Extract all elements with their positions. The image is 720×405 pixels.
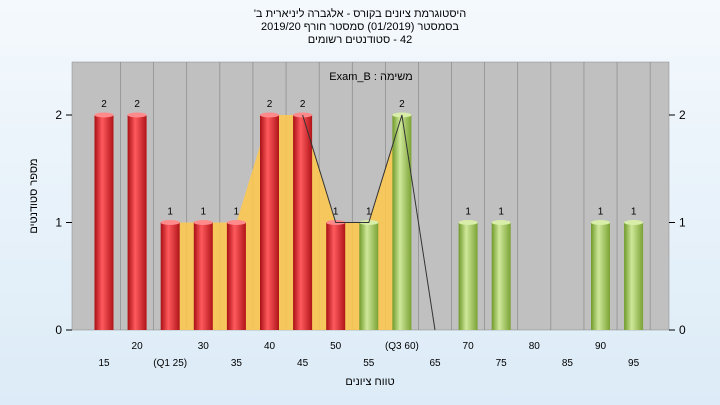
chart-title: היסטוגרמת ציונים בקורס - אלגברה ליניארית… bbox=[0, 8, 720, 47]
x-tick-label: (Q3 60) bbox=[385, 341, 419, 352]
y-tick-label-right: 0 bbox=[679, 323, 686, 337]
y-tick-label-left: 1 bbox=[55, 216, 62, 230]
histogram-bar bbox=[293, 115, 313, 330]
bar-value-label: 2 bbox=[101, 99, 107, 110]
x-tick-label: 40 bbox=[264, 341, 276, 352]
x-tick-label: (Q1 25) bbox=[153, 358, 187, 369]
x-tick-label: 55 bbox=[363, 358, 375, 369]
chart-title-line-2: בסמסטר (01/2019) סמסטר חורף 2019/20 bbox=[260, 21, 460, 33]
histogram-bar bbox=[193, 222, 213, 330]
y-axis-title: מספר סטודנטים bbox=[28, 158, 40, 233]
bar-value-label: 2 bbox=[399, 99, 405, 110]
histogram-bar bbox=[624, 222, 644, 330]
x-tick-label: 80 bbox=[529, 341, 541, 352]
histogram-bar bbox=[491, 222, 511, 330]
x-tick-label: 85 bbox=[562, 358, 574, 369]
x-tick-label: 20 bbox=[132, 341, 144, 352]
histogram-bar bbox=[326, 222, 346, 330]
bar-value-label: 2 bbox=[134, 99, 140, 110]
bar-cap bbox=[591, 220, 610, 225]
x-tick-label: 15 bbox=[98, 358, 110, 369]
histogram-bar bbox=[359, 222, 379, 330]
bar-value-label: 1 bbox=[498, 207, 504, 218]
bar-value-label: 1 bbox=[234, 207, 240, 218]
x-tick-label: 45 bbox=[297, 358, 309, 369]
bar-value-label: 1 bbox=[598, 207, 604, 218]
bar-cap bbox=[94, 112, 114, 118]
bar-value-label: 2 bbox=[267, 99, 273, 110]
bar-cap bbox=[260, 112, 279, 118]
x-tick-label: 90 bbox=[595, 341, 607, 352]
bar-value-label: 1 bbox=[631, 207, 637, 218]
bar-cap bbox=[458, 220, 478, 225]
x-tick-label: 50 bbox=[330, 341, 342, 352]
histogram-bar bbox=[160, 222, 180, 330]
bar-value-label: 1 bbox=[167, 207, 173, 218]
chart-title-line-1: היסטוגרמת ציונים בקורס - אלגברה ליניארית… bbox=[253, 8, 467, 20]
bar-cap bbox=[624, 220, 644, 225]
chart-title-line-3: 42 - סטודנטים רשומים bbox=[307, 34, 413, 46]
bar-cap bbox=[193, 220, 213, 225]
y-tick-label-left: 0 bbox=[55, 323, 62, 337]
x-axis-title: טווח ציונים bbox=[345, 376, 394, 388]
histogram-bar bbox=[94, 115, 114, 330]
bar-cap bbox=[226, 220, 246, 225]
bar-cap bbox=[160, 220, 180, 225]
chart-annotation: משימה : Exam_B bbox=[329, 71, 412, 83]
histogram-bar bbox=[458, 222, 478, 330]
histogram-bar bbox=[591, 222, 610, 330]
y-tick-label-right: 1 bbox=[679, 216, 686, 230]
histogram-bar bbox=[260, 115, 279, 330]
bar-value-label: 1 bbox=[333, 207, 339, 218]
bar-value-label: 1 bbox=[366, 207, 372, 218]
histogram-bar bbox=[127, 115, 147, 330]
bar-value-label: 1 bbox=[201, 207, 207, 218]
y-tick-label-left: 2 bbox=[55, 108, 62, 122]
bar-cap bbox=[127, 112, 147, 118]
trend-line bbox=[302, 114, 436, 331]
x-tick-label: 65 bbox=[429, 358, 441, 369]
y-tick-label-right: 2 bbox=[679, 108, 686, 122]
bar-value-label: 2 bbox=[300, 99, 306, 110]
x-tick-label: 70 bbox=[463, 341, 475, 352]
x-tick-label: 35 bbox=[231, 358, 243, 369]
bar-value-label: 1 bbox=[465, 207, 471, 218]
bar-cap bbox=[491, 220, 511, 225]
histogram-bar bbox=[392, 115, 412, 330]
histogram-bar bbox=[226, 222, 246, 330]
x-tick-label: 30 bbox=[198, 341, 210, 352]
x-tick-label: 95 bbox=[628, 358, 640, 369]
x-tick-label: 75 bbox=[496, 358, 508, 369]
